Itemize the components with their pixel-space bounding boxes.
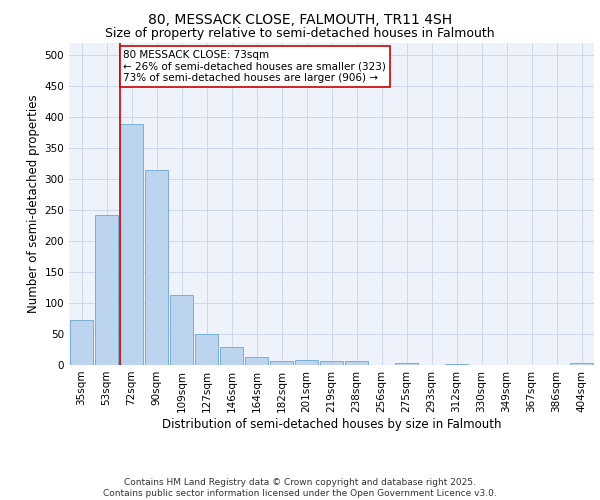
- Bar: [145, 170, 168, 365]
- Bar: [320, 360, 343, 365]
- Text: 80 MESSACK CLOSE: 73sqm
← 26% of semi-detached houses are smaller (323)
73% of s: 80 MESSACK CLOSE: 73sqm ← 26% of semi-de…: [123, 50, 386, 83]
- Bar: [295, 360, 318, 365]
- Bar: [70, 320, 93, 365]
- Bar: [120, 124, 143, 365]
- Text: Contains HM Land Registry data © Crown copyright and database right 2025.
Contai: Contains HM Land Registry data © Crown c…: [103, 478, 497, 498]
- Text: Size of property relative to semi-detached houses in Falmouth: Size of property relative to semi-detach…: [105, 28, 495, 40]
- Bar: [345, 362, 368, 365]
- Bar: [270, 360, 293, 365]
- X-axis label: Distribution of semi-detached houses by size in Falmouth: Distribution of semi-detached houses by …: [162, 418, 501, 430]
- Bar: [95, 215, 118, 365]
- Text: 80, MESSACK CLOSE, FALMOUTH, TR11 4SH: 80, MESSACK CLOSE, FALMOUTH, TR11 4SH: [148, 12, 452, 26]
- Bar: [170, 295, 193, 365]
- Bar: [395, 362, 418, 365]
- Bar: [195, 334, 218, 365]
- Bar: [445, 364, 468, 365]
- Y-axis label: Number of semi-detached properties: Number of semi-detached properties: [27, 94, 40, 313]
- Bar: [570, 362, 593, 365]
- Bar: [245, 357, 268, 365]
- Bar: [220, 347, 243, 365]
